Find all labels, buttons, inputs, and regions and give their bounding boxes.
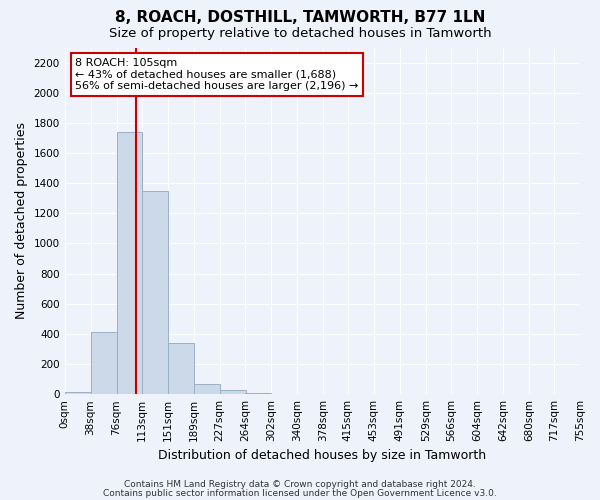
Bar (116, 132, 142, 394)
Bar (194, 384, 220, 394)
Y-axis label: Number of detached properties: Number of detached properties (15, 122, 28, 320)
Bar (65, 392, 91, 394)
X-axis label: Distribution of detached houses by size in Tamworth: Distribution of detached houses by size … (158, 450, 487, 462)
Text: Contains HM Land Registry data © Crown copyright and database right 2024.: Contains HM Land Registry data © Crown c… (124, 480, 476, 489)
Text: 8 ROACH: 105sqm
← 43% of detached houses are smaller (1,688)
56% of semi-detache: 8 ROACH: 105sqm ← 43% of detached houses… (75, 58, 358, 91)
Bar (91, 332, 116, 394)
Bar (220, 390, 245, 394)
Text: Contains public sector information licensed under the Open Government Licence v3: Contains public sector information licen… (103, 488, 497, 498)
Bar (142, 190, 168, 394)
Text: Size of property relative to detached houses in Tamworth: Size of property relative to detached ho… (109, 28, 491, 40)
Bar (168, 343, 194, 394)
Text: 8, ROACH, DOSTHILL, TAMWORTH, B77 1LN: 8, ROACH, DOSTHILL, TAMWORTH, B77 1LN (115, 10, 485, 25)
